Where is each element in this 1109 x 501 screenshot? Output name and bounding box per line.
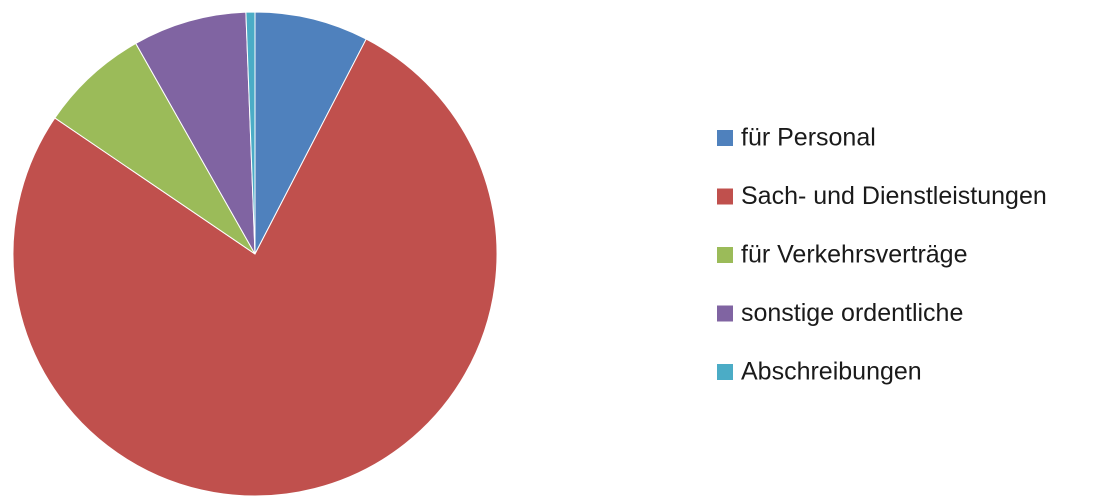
pie-slice — [135, 11, 256, 255]
legend-label: für Personal — [741, 124, 876, 152]
legend-label: Abschreibungen — [741, 358, 922, 386]
pie-slice — [54, 42, 256, 255]
legend-swatch — [717, 305, 733, 322]
legend-label: für Verkehrsverträge — [741, 241, 968, 269]
legend-swatch — [717, 247, 733, 263]
pie-slice — [254, 11, 367, 255]
legend-swatch — [717, 188, 733, 205]
legend-label: Sach- und Dienstleistungen — [741, 182, 1047, 210]
legend-swatch — [717, 364, 733, 380]
pie-slice — [245, 11, 256, 255]
pie-slice — [12, 38, 498, 497]
legend-swatch — [717, 130, 733, 146]
legend-label: sonstige ordentliche — [741, 299, 963, 327]
